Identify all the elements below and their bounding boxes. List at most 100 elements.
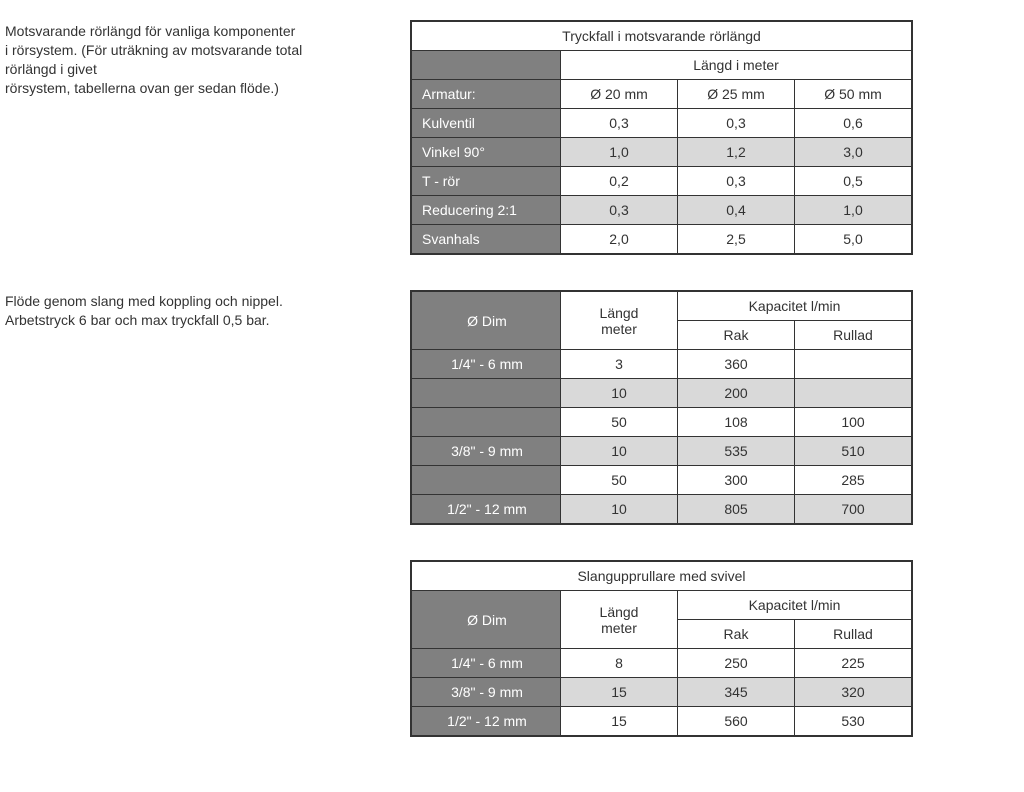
cell-value: 510 [795,437,913,466]
cell-value: 0,3 [561,196,678,225]
cell-value: 1,0 [795,196,913,225]
cell-value [795,350,913,379]
table-row: 1/4" - 6 mm3360 [411,350,912,379]
cell-value: 1,2 [678,138,795,167]
cell-value: 200 [678,379,795,408]
caption-3-empty [5,560,410,562]
table-row: 50108100 [411,408,912,437]
section-hose-flow: Flöde genom slang med koppling och nippe… [5,290,1004,525]
table-pressure-drop: Tryckfall i motsvarande rörlängd Längd i… [410,20,913,255]
row-label: 1/2" - 12 mm [411,707,561,737]
caption-2: Flöde genom slang med koppling och nippe… [5,290,410,330]
length-label-1: Längd [600,305,639,321]
table-row: Kulventil0,30,30,6 [411,109,912,138]
cell-value: 2,5 [678,225,795,255]
cell-value: 108 [678,408,795,437]
col-dim: Ø Dim [411,591,561,649]
table-row: 10200 [411,379,912,408]
cell-value: 0,3 [678,109,795,138]
length-label-2: meter [601,321,637,337]
col-dim: Ø Dim [411,291,561,350]
caption-line: Arbetstryck 6 bar och max tryckfall 0,5 … [5,312,270,328]
row-label: Vinkel 90° [411,138,561,167]
cell-value: 320 [795,678,913,707]
cell-value: 0,6 [795,109,913,138]
length-label-2: meter [601,620,637,636]
cell-value: 50 [561,466,678,495]
cell-value: 560 [678,707,795,737]
table-row: 1/4" - 6 mm8250225 [411,649,912,678]
row-label: 3/8" - 9 mm [411,437,561,466]
cell-value: 700 [795,495,913,525]
cell-value: 360 [678,350,795,379]
section-pressure-drop: Motsvarande rörlängd för vanliga kompone… [5,20,1004,255]
col-50mm: Ø 50 mm [795,80,913,109]
caption-1: Motsvarande rörlängd för vanliga kompone… [5,20,410,98]
cell-value: 0,4 [678,196,795,225]
cell-value [795,379,913,408]
row-label: 1/4" - 6 mm [411,350,561,379]
caption-line: rörsystem, tabellerna ovan ger sedan flö… [5,80,279,96]
section-reel: Slangupprullare med svivel Ø Dim Längd m… [5,560,1004,737]
cell-value: 10 [561,495,678,525]
table-row: T - rör0,20,30,5 [411,167,912,196]
table-row: Vinkel 90°1,01,23,0 [411,138,912,167]
blank-header [411,51,561,80]
row-label [411,466,561,495]
table-title: Slangupprullare med svivel [411,561,912,591]
col-rak: Rak [678,620,795,649]
cell-value: 3 [561,350,678,379]
col-20mm: Ø 20 mm [561,80,678,109]
cell-value: 300 [678,466,795,495]
cell-value: 225 [795,649,913,678]
table-row: 50300285 [411,466,912,495]
cell-value: 535 [678,437,795,466]
cell-value: 0,2 [561,167,678,196]
col-capacity: Kapacitet l/min [678,291,913,321]
table-row: 3/8" - 9 mm10535510 [411,437,912,466]
table-row: 1/2" - 12 mm10805700 [411,495,912,525]
caption-line: Flöde genom slang med koppling och nippe… [5,293,283,309]
table-row: 3/8" - 9 mm15345320 [411,678,912,707]
col-capacity: Kapacitet l/min [678,591,913,620]
cell-value: 0,3 [678,167,795,196]
cell-value: 5,0 [795,225,913,255]
cell-value: 100 [795,408,913,437]
col-rak: Rak [678,321,795,350]
subheader-length: Längd i meter [561,51,913,80]
col-rullad: Rullad [795,620,913,649]
cell-value: 10 [561,437,678,466]
row-label: Kulventil [411,109,561,138]
cell-value: 285 [795,466,913,495]
cell-value: 2,0 [561,225,678,255]
row-label: 1/4" - 6 mm [411,649,561,678]
cell-value: 15 [561,678,678,707]
row-label [411,379,561,408]
cell-value: 805 [678,495,795,525]
col-length: Längd meter [561,291,678,350]
row-label: 3/8" - 9 mm [411,678,561,707]
col-rullad: Rullad [795,321,913,350]
cell-value: 530 [795,707,913,737]
table-reel: Slangupprullare med svivel Ø Dim Längd m… [410,560,913,737]
row-label: T - rör [411,167,561,196]
col-armatur: Armatur: [411,80,561,109]
cell-value: 250 [678,649,795,678]
row-label [411,408,561,437]
table-row: 1/2" - 12 mm15560530 [411,707,912,737]
cell-value: 10 [561,379,678,408]
cell-value: 0,5 [795,167,913,196]
table-hose-flow: Ø Dim Längd meter Kapacitet l/min Rak Ru… [410,290,913,525]
table-title: Tryckfall i motsvarande rörlängd [411,21,912,51]
row-label: 1/2" - 12 mm [411,495,561,525]
row-label: Svanhals [411,225,561,255]
cell-value: 0,3 [561,109,678,138]
col-length: Längd meter [561,591,678,649]
row-label: Reducering 2:1 [411,196,561,225]
cell-value: 15 [561,707,678,737]
cell-value: 3,0 [795,138,913,167]
cell-value: 50 [561,408,678,437]
cell-value: 8 [561,649,678,678]
cell-value: 1,0 [561,138,678,167]
caption-line: Motsvarande rörlängd för vanliga kompone… [5,23,295,39]
